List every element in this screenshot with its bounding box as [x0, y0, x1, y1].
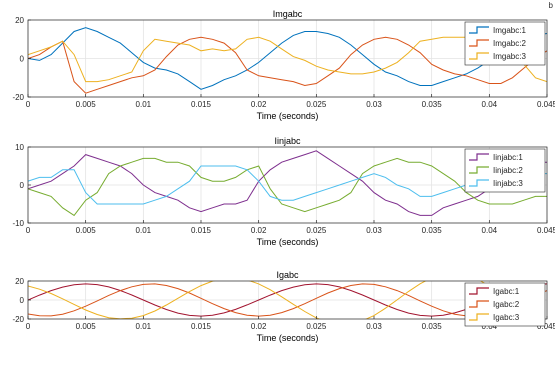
- y-tick-label: 20: [15, 277, 24, 286]
- y-tick-label: -10: [12, 219, 24, 228]
- legend-label-3: Imgabc:3: [493, 52, 526, 61]
- series-line-1: [28, 150, 547, 216]
- y-tick-label: 10: [15, 143, 24, 152]
- legend-swatch-2: [469, 39, 489, 47]
- legend-label-1: Imgabc:1: [493, 26, 526, 35]
- x-tick-label: 0.015: [191, 322, 212, 331]
- y-tick-label: -20: [12, 93, 24, 102]
- chart-title: Imgabc: [273, 9, 303, 19]
- x-tick-label: 0.045: [537, 100, 555, 109]
- legend-label-2: Igabc:2: [493, 300, 520, 309]
- x-tick-label: 0.045: [537, 226, 555, 235]
- y-tick-label: -20: [12, 315, 24, 324]
- legend-label-1: Igabc:1: [493, 287, 520, 296]
- legend-label-2: Imgabc:2: [493, 39, 526, 48]
- x-tick-label: 0: [26, 100, 31, 109]
- series-line-3: [28, 281, 536, 319]
- series-line-3: [28, 36, 547, 83]
- legend-label-2: Iinjabc:2: [493, 166, 523, 175]
- x-tick-label: 0.03: [366, 226, 382, 235]
- y-tick-label: 0: [20, 55, 25, 64]
- series-line-1: [28, 27, 547, 90]
- x-tick-label: 0.03: [366, 100, 382, 109]
- x-tick-label: 0.025: [306, 322, 327, 331]
- corner-mark: b: [548, 1, 553, 10]
- x-tick-label: 0.035: [422, 100, 443, 109]
- x-tick-label: 0.04: [482, 100, 498, 109]
- x-tick-label: 0.02: [251, 322, 267, 331]
- y-tick-label: 0: [20, 181, 25, 190]
- legend-swatch-1: [469, 287, 489, 295]
- x-tick-label: 0.04: [482, 322, 498, 331]
- series-line-2: [28, 36, 547, 94]
- legend-swatch-1: [469, 26, 489, 34]
- chart-title: Iinjabc: [274, 136, 301, 146]
- legend-swatch-1: [469, 153, 489, 161]
- x-tick-label: 0.025: [306, 226, 327, 235]
- legend-label-3: Iinjabc:3: [493, 179, 523, 188]
- legend-swatch-3: [469, 179, 489, 187]
- x-tick-label: 0: [26, 226, 31, 235]
- legend-label-3: Igabc:3: [493, 313, 520, 322]
- legend-box: [464, 282, 546, 327]
- x-tick-label: 0.02: [251, 100, 267, 109]
- series-line-2: [28, 283, 547, 317]
- x-tick-label: 0.035: [422, 226, 443, 235]
- x-tick-label: 0.02: [251, 226, 267, 235]
- chart-title: Igabc: [276, 270, 299, 280]
- chart-1: 0 0.005 0.01 0.015 0.02 0.025 0.03 0.035 0.04 0.0…: [12, 9, 555, 121]
- y-tick-label: 20: [15, 16, 24, 25]
- chart-2: 0 0.005 0.01 0.015 0.02 0.025 0.03 0.035 0.04 0.0…: [12, 136, 555, 247]
- x-tick-label: 0.025: [306, 100, 327, 109]
- x-axis-label: Time (seconds): [257, 237, 319, 247]
- x-tick-label: 0.015: [191, 100, 212, 109]
- x-tick-label: 0.015: [191, 226, 212, 235]
- x-tick-label: 0.045: [537, 322, 555, 331]
- x-tick-label: 0.005: [76, 322, 97, 331]
- chart-3: 0 0.005 0.01 0.015 0.02 0.025 0.03 0.035 0.04 0.0…: [12, 270, 555, 343]
- x-tick-label: 0.005: [76, 100, 97, 109]
- legend-box: [464, 21, 546, 66]
- x-tick-label: 0.04: [482, 226, 498, 235]
- x-tick-label: 0.005: [76, 226, 97, 235]
- y-tick-label: 0: [20, 296, 25, 305]
- legend-label-1: Iinjabc:1: [493, 153, 523, 162]
- series-line-1: [28, 283, 547, 317]
- legend-box: [464, 148, 546, 193]
- legend-swatch-2: [469, 166, 489, 174]
- x-tick-label: 0: [26, 322, 31, 331]
- x-axis-label: Time (seconds): [257, 111, 319, 121]
- x-tick-label: 0.01: [136, 100, 152, 109]
- legend-swatch-2: [469, 300, 489, 308]
- legend-swatch-3: [469, 52, 489, 60]
- x-tick-label: 0.01: [136, 226, 152, 235]
- x-axis-label: Time (seconds): [257, 333, 319, 343]
- legend-swatch-3: [469, 313, 489, 321]
- x-tick-label: 0.01: [136, 322, 152, 331]
- x-tick-label: 0.03: [366, 322, 382, 331]
- series-line-3: [28, 165, 547, 205]
- x-tick-label: 0.035: [422, 322, 443, 331]
